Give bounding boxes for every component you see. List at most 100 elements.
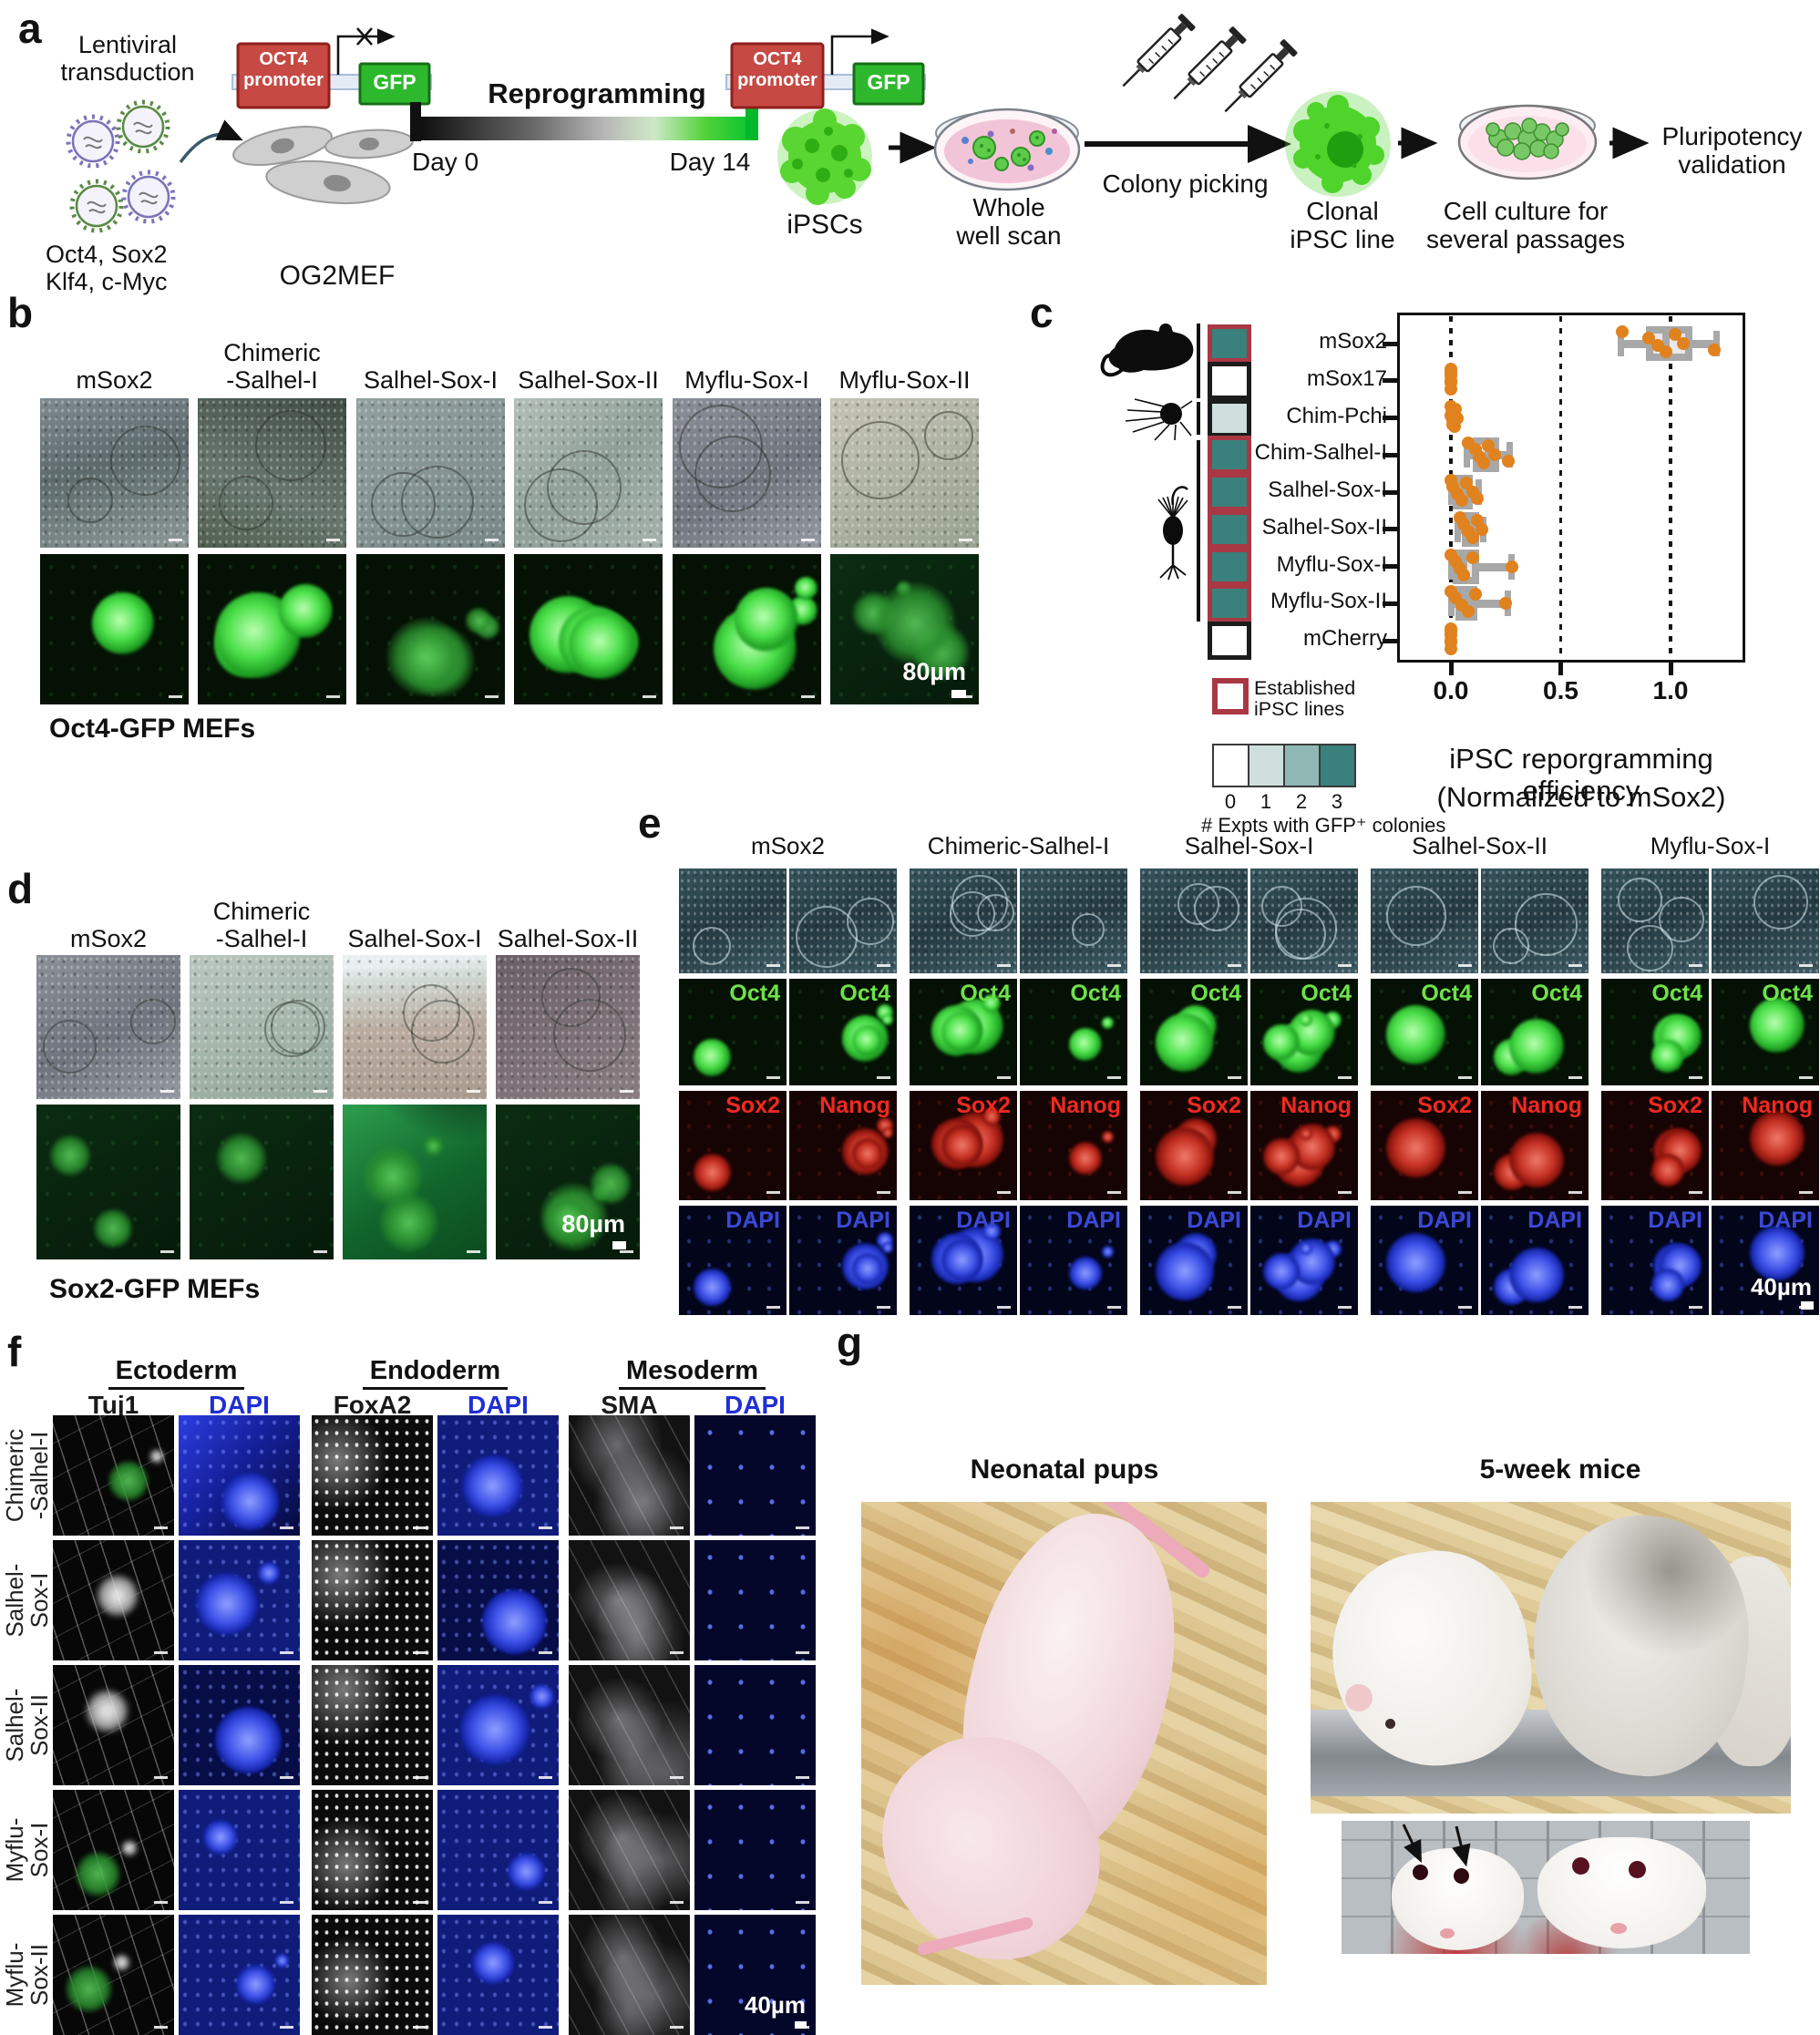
- micrograph-tile-gfp: [496, 1105, 640, 1259]
- micrograph-tile-gfp: [343, 1105, 487, 1259]
- marker-label-dapi: DAPI: [836, 1208, 890, 1233]
- panel-b-column-title: Myflu-Sox-II: [838, 365, 971, 394]
- marker-label-dapi: DAPI: [1066, 1208, 1121, 1233]
- colony-blob: [279, 584, 333, 638]
- micrograph-tile-brightfield: [514, 398, 663, 548]
- panel-f-row-label: Myflu- Sox-I: [1, 1817, 53, 1883]
- colony-blob: [1651, 1154, 1684, 1187]
- dna-construct-silenced-icon: [231, 27, 432, 109]
- micrograph-tile-brightfield: [679, 868, 787, 973]
- panel-label-d: d: [7, 865, 34, 912]
- heatmap-cell: [1208, 584, 1251, 623]
- construct1-promoter-label: OCT4 promoter: [243, 49, 324, 90]
- clonal-cell-icon: [1285, 91, 1391, 197]
- micrograph-tile-dapi: [437, 1790, 559, 1910]
- micrograph-tile-brightfield: [1140, 868, 1248, 973]
- colony-blob: [1300, 1013, 1312, 1026]
- colony-blob: [85, 1689, 129, 1733]
- panel-e-scale-bar: 40µm: [1750, 1273, 1812, 1300]
- colony-blob: [1156, 1127, 1214, 1186]
- colony-blob: [113, 1954, 130, 1971]
- marker-label-dapi: DAPI: [1527, 1208, 1582, 1233]
- lentiviral-label: Lentiviral transduction: [60, 31, 195, 87]
- category-label: Myflu-Sox-II: [1270, 589, 1387, 614]
- category-label: Chim-Pchi: [1286, 403, 1387, 428]
- micrograph-tile-gfp: [190, 1105, 334, 1259]
- panel-e-group-title: Salhel-Sox-I: [1184, 832, 1314, 859]
- data-point: [1475, 522, 1488, 536]
- data-point: [1499, 597, 1513, 611]
- marker-label-dapi: DAPI: [1187, 1208, 1241, 1233]
- bristle-organism-icon: [1125, 398, 1193, 441]
- colony-ring: [1194, 886, 1239, 931]
- colony-blob: [852, 1253, 883, 1284]
- colony-blob: [196, 1573, 258, 1635]
- germ-layer-header: Mesoderm: [569, 1356, 816, 1390]
- colony-ring: [679, 405, 763, 488]
- heatmap-scale-tick: 0: [1224, 790, 1237, 813]
- micrograph-tile-foxa2: [312, 1415, 433, 1536]
- marker-label-dapi: DAPI: [1417, 1208, 1472, 1233]
- mouse-icon: [1100, 324, 1194, 377]
- panel-e-group-title: Salhel-Sox-II: [1412, 832, 1548, 859]
- panel-b-column-title: Salhel-Sox-I: [363, 365, 499, 394]
- y-axis-tick: [1383, 416, 1397, 420]
- virus-icon: [68, 102, 173, 231]
- panel-label-b: b: [7, 289, 34, 336]
- pluripotency-label: Pluripotency validation: [1661, 122, 1803, 180]
- x-axis-subtitle: (Normalized to mSox2): [1436, 781, 1726, 813]
- panel-d-column-title: Chimeric -Salhel-I: [212, 897, 311, 952]
- scale-bar-swatch: [795, 2021, 807, 2029]
- colony-blob: [221, 1473, 279, 1530]
- category-label: mCherry: [1302, 626, 1387, 651]
- colony-ring: [411, 1000, 475, 1064]
- colony-blob: [795, 577, 817, 600]
- micrograph-tile-dapi: DAPI: [789, 1206, 897, 1315]
- colony-blob: [508, 1853, 545, 1890]
- colony-blob: [258, 1562, 280, 1584]
- whisker: [1451, 562, 1513, 571]
- micrograph-tile-gfp: [36, 1105, 180, 1259]
- mouse-eye: [1572, 1857, 1589, 1875]
- colony-blob: [472, 1942, 514, 1984]
- marker-label-nanog: Nanog: [819, 1093, 890, 1118]
- micrograph-tile-nanog: Nanog: [789, 1091, 897, 1200]
- micrograph-tile-dapi: [179, 1790, 300, 1910]
- micrograph-tile-brightfield: [910, 868, 1017, 973]
- colony-blob: [1386, 1005, 1445, 1064]
- colony-blob: [1263, 1138, 1300, 1175]
- panel-f-row-label: Chimeric -Salhel-I: [1, 1428, 53, 1523]
- colony-blob: [882, 1242, 893, 1253]
- x-axis-tick-label: 1.0: [1652, 676, 1689, 704]
- heatmap-scale-tick: 1: [1260, 790, 1272, 813]
- colony-blob: [108, 1460, 149, 1502]
- category-label: mSox2: [1319, 329, 1387, 354]
- marker-label-oct4: Oct4: [1070, 981, 1121, 1006]
- panel-f-row-label: Salhel- Sox-II: [1, 1688, 53, 1763]
- category-label: mSox17: [1306, 365, 1387, 391]
- micrograph-tile-brightfield: [36, 955, 180, 1099]
- day14-label: Day 14: [669, 148, 751, 176]
- colony-blob: [215, 1707, 282, 1773]
- heatmap-scale-tick: 3: [1331, 790, 1343, 813]
- panel-e-group-title: Myflu-Sox-I: [1650, 832, 1771, 859]
- marker-label-sox2: Sox2: [1648, 1093, 1702, 1118]
- colony-blob: [1102, 1017, 1114, 1029]
- germ-layer-header: Endoderm: [312, 1356, 559, 1390]
- colony-blob: [1156, 1242, 1214, 1300]
- data-point: [1660, 345, 1673, 358]
- colony-ring: [1659, 897, 1704, 942]
- micrograph-tile-foxa2: [312, 1790, 433, 1910]
- micrograph-tile-sox2: Sox2: [679, 1091, 787, 1200]
- marker-label-dapi: DAPI: [1758, 1208, 1813, 1233]
- colony-blob: [1651, 1040, 1684, 1073]
- micrograph-tile-brightfield: [1020, 868, 1127, 973]
- transduction-arrow-icon: [179, 119, 243, 164]
- colony-blob: [1750, 998, 1805, 1053]
- marker-label-nanog: Nanog: [1511, 1093, 1582, 1118]
- petri-dish-scan-icon: [933, 108, 1081, 191]
- y-axis-tick: [1383, 638, 1397, 643]
- micrograph-tile-oct4: Oct4: [679, 979, 787, 1085]
- stain-column-header: DAPI: [209, 1391, 270, 1419]
- colony-blob: [149, 1449, 164, 1464]
